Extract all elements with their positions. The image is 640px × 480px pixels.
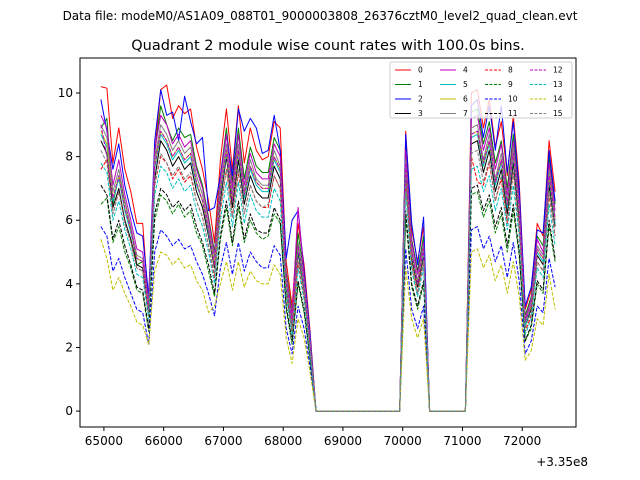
legend-label-0: 0 [418, 66, 423, 75]
y-tick-label: 4 [65, 277, 73, 291]
plot-frame [79, 57, 577, 428]
series-line-15 [100, 149, 556, 412]
y-tick-label: 6 [65, 213, 73, 227]
legend-label-4: 4 [463, 66, 468, 75]
legend-label-10: 10 [508, 95, 518, 104]
y-tick-label: 10 [58, 86, 73, 100]
series-line-10 [100, 226, 556, 412]
x-tick-label: 66000 [145, 434, 183, 448]
series-line-8 [100, 156, 556, 412]
legend-label-15: 15 [553, 109, 563, 118]
legend-label-14: 14 [553, 95, 563, 104]
x-tick-label: 71000 [443, 434, 481, 448]
x-tick-label: 65000 [85, 434, 123, 448]
legend-label-5: 5 [463, 80, 468, 89]
figure-suptitle: Data file: modeM0/AS1A09_088T01_90000038… [63, 9, 578, 23]
legend-label-2: 2 [418, 95, 423, 104]
legend-label-7: 7 [463, 109, 468, 118]
legend-label-8: 8 [508, 66, 513, 75]
x-tick-label: 67000 [204, 434, 242, 448]
legend-label-9: 9 [508, 80, 513, 89]
y-tick-label: 8 [65, 150, 73, 164]
x-offset-label: +3.35e8 [536, 455, 588, 469]
x-tick-label: 70000 [384, 434, 422, 448]
axes-ticks: 65000 66000 67000 68000 69000 70000 71000 72000… [58, 86, 542, 448]
legend-label-3: 3 [418, 109, 423, 118]
x-tick-label: 69000 [324, 434, 362, 448]
legend-label-6: 6 [463, 95, 468, 104]
series-line-14 [100, 239, 556, 412]
legend-label-1: 1 [418, 80, 423, 89]
legend-label-13: 13 [553, 80, 563, 89]
legend-label-11: 11 [508, 109, 518, 118]
y-tick-label: 0 [65, 404, 73, 418]
legend-box [389, 61, 573, 119]
chart-title: Quadrant 2 module wise count rates with … [131, 38, 525, 54]
x-tick-label: 72000 [503, 434, 541, 448]
legend-label-12: 12 [553, 66, 563, 75]
x-tick-label: 68000 [264, 434, 302, 448]
y-tick-label: 2 [65, 340, 73, 354]
